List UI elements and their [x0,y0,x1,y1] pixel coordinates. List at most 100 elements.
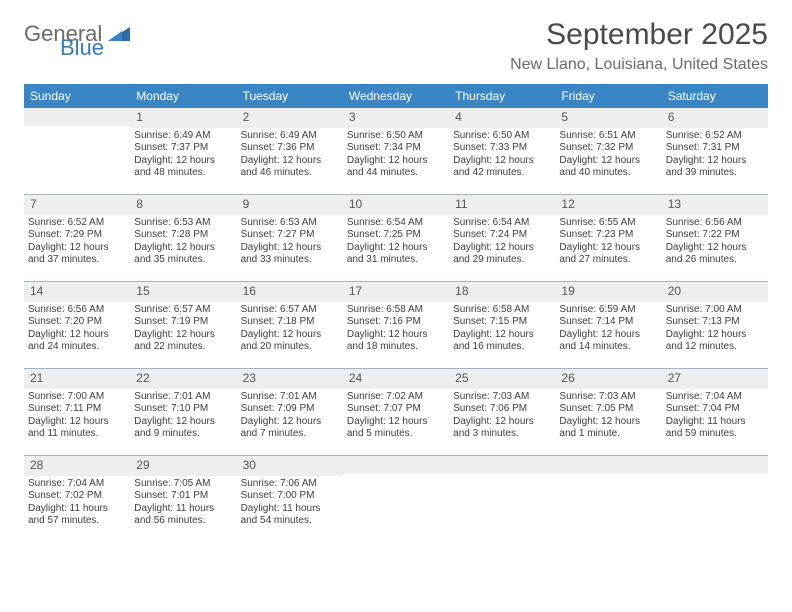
day-cell [24,108,130,194]
day-number: 8 [136,197,143,211]
day-info-line: Sunset: 7:07 PM [347,403,445,416]
week-row: 21Sunrise: 7:00 AMSunset: 7:11 PMDayligh… [24,369,768,456]
day-info-line: and 16 minutes. [453,341,551,354]
day-info-line: Sunset: 7:06 PM [453,403,551,416]
daynum-row [24,108,130,126]
day-info-line: Sunrise: 6:53 AM [134,217,232,230]
day-cell: 3Sunrise: 6:50 AMSunset: 7:34 PMDaylight… [343,108,449,194]
month-title: September 2025 [510,18,768,52]
brand-triangle-icon [108,25,130,46]
day-info-line: Daylight: 12 hours [666,155,764,168]
daynum-row: 23 [237,369,343,389]
brand-logo: General Blue [24,18,130,58]
day-cell: 7Sunrise: 6:52 AMSunset: 7:29 PMDaylight… [24,195,130,281]
day-cell: 10Sunrise: 6:54 AMSunset: 7:25 PMDayligh… [343,195,449,281]
day-info-line: Daylight: 12 hours [28,329,126,342]
day-cell: 26Sunrise: 7:03 AMSunset: 7:05 PMDayligh… [555,369,661,455]
day-cell: 2Sunrise: 6:49 AMSunset: 7:36 PMDaylight… [237,108,343,194]
day-number: 7 [30,197,37,211]
day-cell: 30Sunrise: 7:06 AMSunset: 7:00 PMDayligh… [237,456,343,542]
day-info-line: Sunset: 7:27 PM [241,229,339,242]
day-info-line: Daylight: 12 hours [559,155,657,168]
day-info-line: and 27 minutes. [559,254,657,267]
day-number: 9 [243,197,250,211]
day-cell [449,456,555,542]
day-info-line: and 7 minutes. [241,428,339,441]
day-info-line: Sunset: 7:23 PM [559,229,657,242]
daynum-row: 27 [662,369,768,389]
day-cell: 9Sunrise: 6:53 AMSunset: 7:27 PMDaylight… [237,195,343,281]
day-info-line: Sunset: 7:37 PM [134,142,232,155]
day-number: 28 [30,458,43,472]
day-info-line: Daylight: 12 hours [666,242,764,255]
day-number: 29 [136,458,149,472]
day-cell: 27Sunrise: 7:04 AMSunset: 7:04 PMDayligh… [662,369,768,455]
day-info-line: Sunrise: 6:57 AM [241,304,339,317]
day-number: 4 [455,110,462,124]
day-cell: 8Sunrise: 6:53 AMSunset: 7:28 PMDaylight… [130,195,236,281]
day-number: 5 [561,110,568,124]
day-info-line: Daylight: 12 hours [28,416,126,429]
daynum-row [555,456,661,474]
title-block: September 2025 New Llano, Louisiana, Uni… [510,18,768,74]
daynum-row: 28 [24,456,130,476]
day-cell [662,456,768,542]
day-info-line: Sunset: 7:31 PM [666,142,764,155]
day-info-line: Sunset: 7:16 PM [347,316,445,329]
day-number: 17 [349,284,362,298]
day-info-line: Sunrise: 6:58 AM [453,304,551,317]
day-info-line: Sunrise: 6:55 AM [559,217,657,230]
day-info-line: Sunset: 7:04 PM [666,403,764,416]
location-subtitle: New Llano, Louisiana, United States [510,56,768,74]
day-info-line: and 14 minutes. [559,341,657,354]
daynum-row: 6 [662,108,768,128]
day-number: 20 [668,284,681,298]
day-info-line: Sunset: 7:36 PM [241,142,339,155]
day-info-line: Sunrise: 6:56 AM [666,217,764,230]
day-info-line: Daylight: 12 hours [666,329,764,342]
day-info-line: and 40 minutes. [559,167,657,180]
day-info-line: Sunrise: 7:03 AM [453,391,551,404]
daynum-row: 4 [449,108,555,128]
day-cell: 29Sunrise: 7:05 AMSunset: 7:01 PMDayligh… [130,456,236,542]
day-cell: 13Sunrise: 6:56 AMSunset: 7:22 PMDayligh… [662,195,768,281]
day-info-line: Sunrise: 7:01 AM [134,391,232,404]
day-info-line: Sunset: 7:28 PM [134,229,232,242]
day-info-line: Sunrise: 7:01 AM [241,391,339,404]
day-info-line: Daylight: 12 hours [559,329,657,342]
daynum-row: 15 [130,282,236,302]
day-cell: 15Sunrise: 6:57 AMSunset: 7:19 PMDayligh… [130,282,236,368]
day-info-line: and 57 minutes. [28,515,126,528]
day-info-line: Sunset: 7:14 PM [559,316,657,329]
week-row: 7Sunrise: 6:52 AMSunset: 7:29 PMDaylight… [24,195,768,282]
day-label: Friday [555,84,661,108]
daynum-row: 17 [343,282,449,302]
day-info-line: Sunset: 7:20 PM [28,316,126,329]
day-cell: 1Sunrise: 6:49 AMSunset: 7:37 PMDaylight… [130,108,236,194]
day-number: 3 [349,110,356,124]
day-info-line: and 9 minutes. [134,428,232,441]
day-number: 12 [561,197,574,211]
day-info-line: Sunset: 7:33 PM [453,142,551,155]
day-info-line: Daylight: 12 hours [241,155,339,168]
day-info-line: and 35 minutes. [134,254,232,267]
day-info-line: Sunrise: 6:51 AM [559,130,657,143]
day-cell: 24Sunrise: 7:02 AMSunset: 7:07 PMDayligh… [343,369,449,455]
day-number: 25 [455,371,468,385]
day-info-line: Sunrise: 6:56 AM [28,304,126,317]
day-info-line: Daylight: 11 hours [28,503,126,516]
daynum-row: 11 [449,195,555,215]
day-label: Monday [130,84,236,108]
day-label: Sunday [24,84,130,108]
day-number: 30 [243,458,256,472]
daynum-row: 24 [343,369,449,389]
day-info-line: and 18 minutes. [347,341,445,354]
day-info-line: Daylight: 12 hours [453,329,551,342]
day-number: 15 [136,284,149,298]
day-info-line: Sunrise: 7:05 AM [134,478,232,491]
day-cell: 18Sunrise: 6:58 AMSunset: 7:15 PMDayligh… [449,282,555,368]
day-info-line: Sunset: 7:25 PM [347,229,445,242]
day-number: 24 [349,371,362,385]
day-info-line: Sunset: 7:24 PM [453,229,551,242]
day-info-line: Sunset: 7:15 PM [453,316,551,329]
